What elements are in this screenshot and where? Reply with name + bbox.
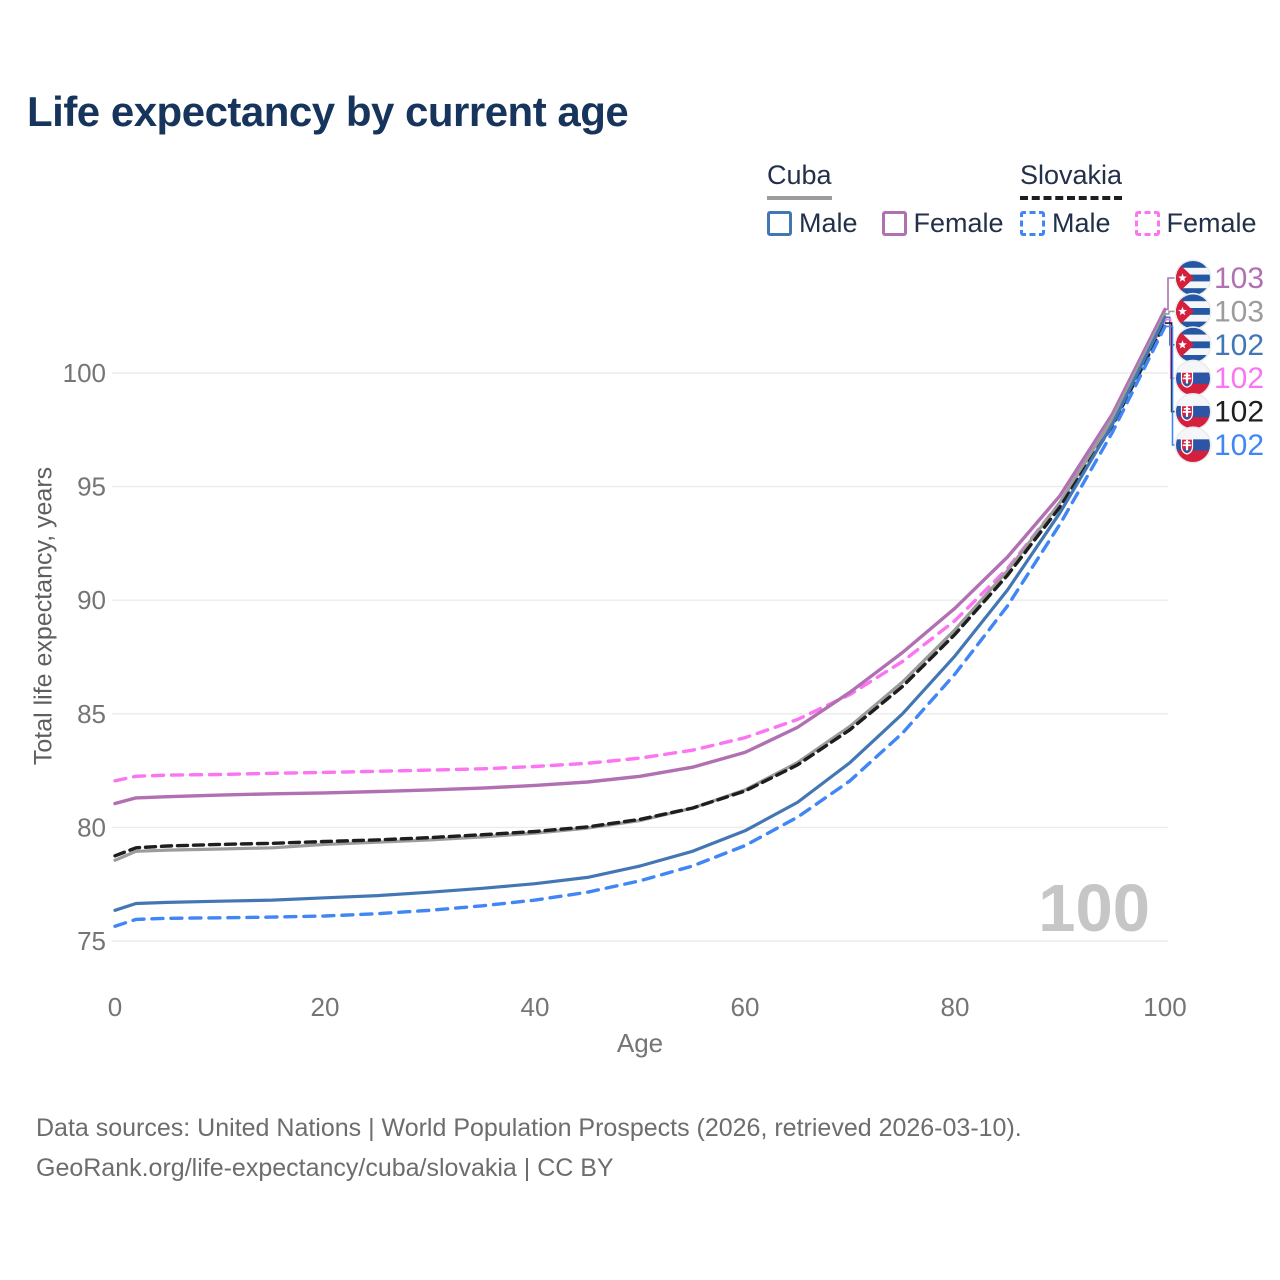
legend-group-cuba: Cuba Male Female [767, 160, 1028, 239]
slovakia-female-swatch-icon [1134, 211, 1160, 236]
y-tick-90: 90 [77, 585, 106, 615]
y-tick-100: 100 [63, 358, 106, 388]
star-shape [1178, 340, 1187, 349]
legend-country-slovakia[interactable]: Slovakia [1020, 160, 1123, 200]
end-label-value: 102 [1214, 396, 1264, 429]
slovakia-flag-icon [1174, 393, 1212, 431]
legend-item-cuba-female[interactable]: Female [881, 208, 1004, 239]
end-label-connector [1165, 325, 1175, 446]
series-line-cuba-both-sexes[interactable] [113, 312, 1167, 862]
x-tick-100: 100 [1143, 992, 1186, 1022]
end-label-value: 103 [1214, 295, 1264, 328]
cuba-female-swatch-icon [881, 211, 907, 236]
cuba-flag-icon [1174, 259, 1212, 297]
x-tick-60: 60 [731, 992, 760, 1022]
x-tick-80: 80 [941, 992, 970, 1022]
footer: Data sources: United Nations | World Pop… [36, 1108, 1022, 1188]
star-shape [1178, 306, 1187, 316]
end-label-value: 102 [1214, 329, 1264, 362]
series-line-slovakia-female[interactable] [113, 317, 1167, 783]
data-sources-line: Data sources: United Nations | World Pop… [36, 1114, 1022, 1142]
legend-item-slovakia-female[interactable]: Female [1134, 208, 1257, 239]
legend-group-slovakia: Slovakia Male Female [1020, 160, 1280, 239]
series-line-slovakia-both-sexes[interactable] [113, 321, 1167, 858]
end-label-connector [1165, 277, 1175, 311]
legend-item-cuba-male[interactable]: Male [767, 208, 858, 239]
cuba-flag-icon [1174, 326, 1212, 364]
end-label-value: 102 [1214, 362, 1264, 395]
end-label-connector [1165, 310, 1175, 315]
legend-label: Female [1166, 208, 1257, 238]
legend-label: Female [913, 208, 1004, 238]
legend-item-slovakia-male[interactable]: Male [1020, 208, 1111, 239]
page-title: Life expectancy by current age [27, 88, 629, 135]
end-label-value: 103 [1214, 262, 1264, 295]
y-tick-85: 85 [77, 699, 106, 729]
cuba-flag-icon [1174, 292, 1212, 330]
end-label-value: 102 [1214, 429, 1264, 462]
star-shape [1178, 273, 1187, 282]
y-tick-75: 75 [77, 926, 106, 956]
series-line-cuba-male[interactable] [113, 315, 1167, 912]
cuba-male-swatch-icon [767, 211, 792, 236]
x-tick-40: 40 [521, 992, 550, 1022]
x-axis-title: Age [616, 1028, 664, 1058]
slovakia-male-swatch-icon [1020, 211, 1045, 236]
legend-label: Male [1052, 208, 1111, 238]
y-tick-80: 80 [77, 812, 106, 842]
x-tick-20: 20 [311, 992, 340, 1022]
slovakia-flag-icon [1174, 426, 1212, 464]
x-tick-0: 0 [108, 992, 122, 1022]
legend-label: Male [799, 208, 858, 238]
y-tick-95: 95 [77, 472, 106, 502]
legend-country-cuba[interactable]: Cuba [767, 160, 832, 200]
slovakia-flag-icon [1174, 359, 1212, 397]
age-watermark: 100 [1038, 871, 1150, 946]
y-axis-title: Total life expectancy, years [29, 466, 58, 766]
series-line-cuba-female[interactable] [113, 307, 1167, 806]
series-line-slovakia-male[interactable] [113, 324, 1167, 928]
attribution-line: GeoRank.org/life-expectancy/cuba/slovaki… [36, 1154, 614, 1182]
